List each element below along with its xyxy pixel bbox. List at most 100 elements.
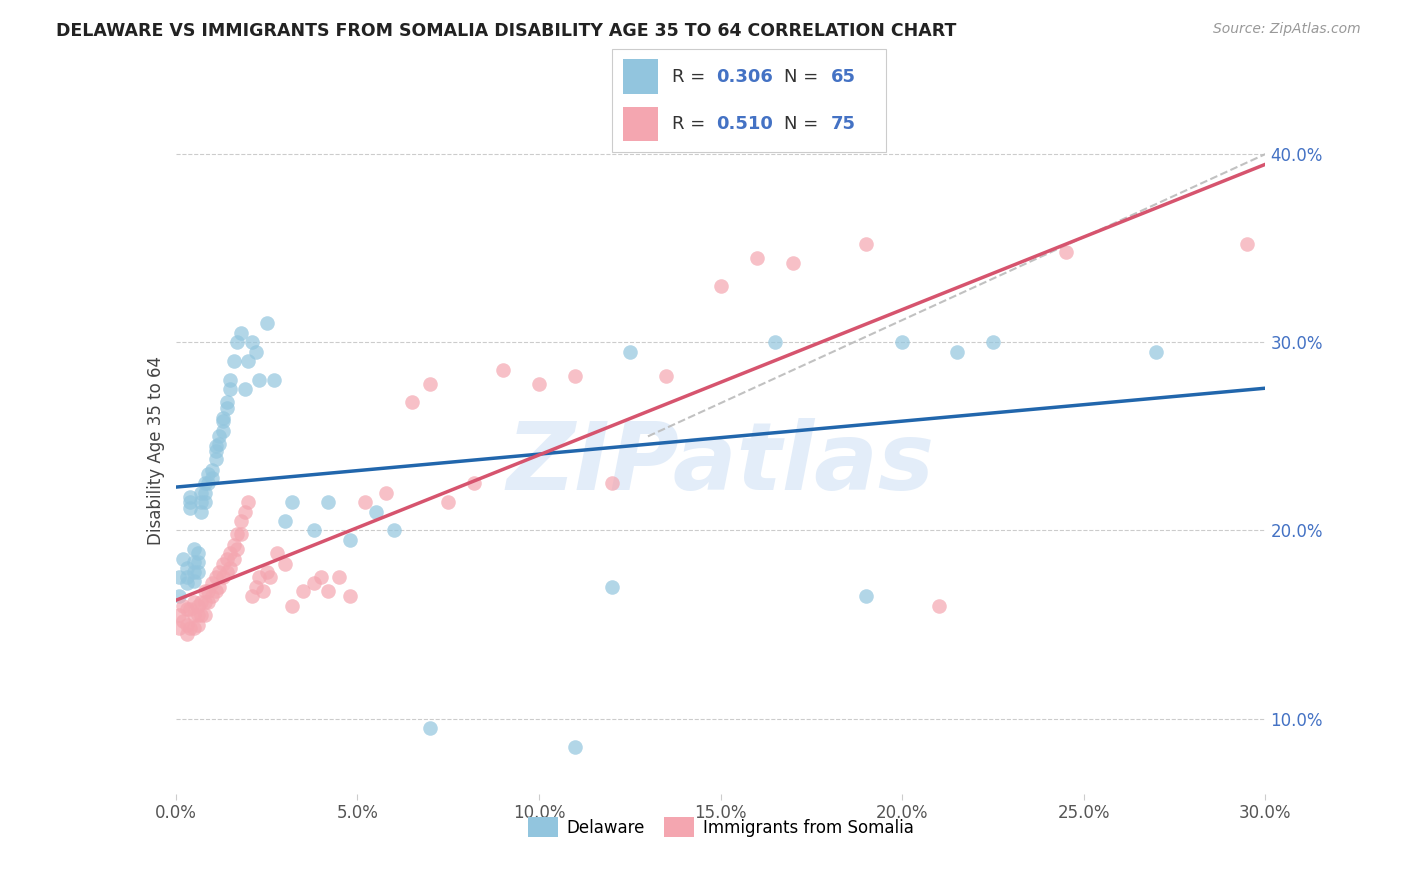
Point bbox=[419, 376, 441, 391]
Point bbox=[190, 595, 212, 609]
Point bbox=[891, 335, 914, 350]
Point bbox=[238, 354, 260, 368]
Point bbox=[215, 401, 238, 416]
Point bbox=[194, 485, 217, 500]
Point bbox=[169, 589, 191, 603]
Point bbox=[564, 739, 586, 754]
Point bbox=[183, 574, 205, 589]
Point bbox=[266, 546, 288, 560]
Point bbox=[194, 495, 217, 509]
Point bbox=[186, 608, 209, 623]
Point bbox=[169, 570, 191, 584]
Point bbox=[353, 495, 375, 509]
Point bbox=[252, 583, 274, 598]
Point bbox=[219, 546, 242, 560]
Point bbox=[194, 608, 217, 623]
Point bbox=[763, 335, 786, 350]
Point bbox=[1054, 244, 1077, 259]
Point bbox=[204, 444, 226, 458]
Point bbox=[619, 344, 641, 359]
Point bbox=[263, 373, 285, 387]
Point bbox=[176, 570, 198, 584]
Point bbox=[302, 576, 325, 591]
Point bbox=[204, 439, 226, 453]
Point bbox=[186, 556, 209, 570]
Point bbox=[240, 335, 263, 350]
Point bbox=[190, 505, 212, 519]
Text: 65: 65 bbox=[831, 68, 856, 86]
Point bbox=[240, 589, 263, 603]
Point bbox=[183, 608, 205, 623]
Point bbox=[339, 589, 361, 603]
Point bbox=[600, 476, 623, 491]
FancyBboxPatch shape bbox=[612, 49, 886, 152]
Point bbox=[302, 524, 325, 538]
Point bbox=[183, 595, 205, 609]
Point bbox=[176, 627, 198, 641]
Point bbox=[183, 556, 205, 570]
Point bbox=[256, 317, 278, 331]
Point bbox=[375, 485, 398, 500]
Point bbox=[219, 561, 242, 575]
Point bbox=[281, 599, 304, 613]
Point bbox=[172, 599, 194, 613]
Point bbox=[212, 570, 235, 584]
Point bbox=[564, 369, 586, 384]
Text: N =: N = bbox=[785, 68, 824, 86]
Point bbox=[190, 608, 212, 623]
Point bbox=[231, 514, 253, 528]
Point bbox=[183, 565, 205, 579]
Point bbox=[179, 500, 201, 515]
Point bbox=[212, 410, 235, 425]
Point bbox=[194, 476, 217, 491]
Point bbox=[419, 721, 441, 735]
Point bbox=[247, 373, 270, 387]
Point bbox=[945, 344, 967, 359]
Point bbox=[339, 533, 361, 547]
Point bbox=[1146, 344, 1168, 359]
Y-axis label: Disability Age 35 to 64: Disability Age 35 to 64 bbox=[146, 356, 165, 545]
Point bbox=[186, 617, 209, 632]
Point bbox=[245, 580, 267, 594]
Point bbox=[855, 589, 877, 603]
Point bbox=[201, 576, 224, 591]
Point bbox=[197, 476, 219, 491]
Point bbox=[172, 614, 194, 628]
Point bbox=[219, 373, 242, 387]
Point bbox=[215, 551, 238, 566]
Point bbox=[197, 467, 219, 481]
Point bbox=[274, 514, 297, 528]
Point bbox=[212, 424, 235, 438]
Point bbox=[194, 595, 217, 609]
Point bbox=[190, 495, 212, 509]
Point bbox=[215, 565, 238, 579]
Point bbox=[172, 551, 194, 566]
Point bbox=[201, 589, 224, 603]
Point bbox=[309, 570, 332, 584]
Point bbox=[318, 583, 340, 598]
Point bbox=[233, 382, 256, 396]
Point bbox=[256, 565, 278, 579]
Point bbox=[238, 495, 260, 509]
Point bbox=[179, 621, 201, 635]
Point bbox=[212, 558, 235, 572]
Point bbox=[219, 382, 242, 396]
Point bbox=[492, 363, 515, 377]
Point bbox=[259, 570, 281, 584]
Point bbox=[204, 570, 226, 584]
Point bbox=[401, 395, 423, 409]
Point bbox=[655, 369, 678, 384]
Point bbox=[328, 570, 350, 584]
Point bbox=[176, 561, 198, 575]
Legend: Delaware, Immigrants from Somalia: Delaware, Immigrants from Somalia bbox=[522, 810, 920, 844]
Point bbox=[382, 524, 405, 538]
Bar bbox=[623, 59, 658, 95]
Point bbox=[318, 495, 340, 509]
Point bbox=[186, 565, 209, 579]
Point bbox=[231, 527, 253, 541]
Point bbox=[527, 376, 550, 391]
Text: N =: N = bbox=[785, 115, 824, 133]
Text: R =: R = bbox=[672, 68, 711, 86]
Point bbox=[226, 527, 249, 541]
Point bbox=[186, 546, 209, 560]
